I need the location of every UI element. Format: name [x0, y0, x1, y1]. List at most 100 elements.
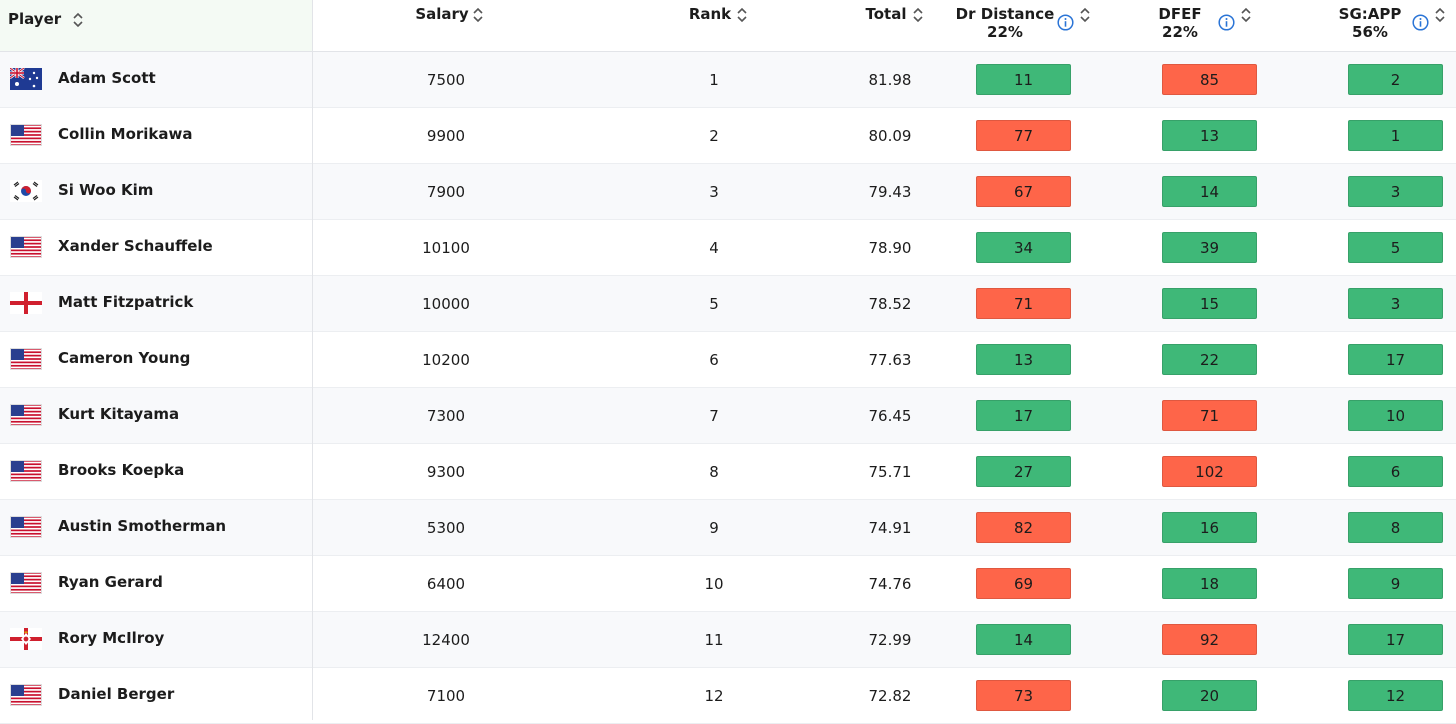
player-name[interactable]: Collin Morikawa	[58, 125, 193, 143]
stat-badge: 16	[1162, 512, 1257, 543]
player-name[interactable]: Ryan Gerard	[58, 573, 163, 591]
flag-icon	[10, 516, 42, 538]
flag-icon	[10, 292, 42, 314]
total: 75.71	[868, 463, 912, 481]
stat-badge: 15	[1162, 288, 1257, 319]
table-row: Kurt Kitayama 7300 7 76.45 17 71 10	[0, 388, 1456, 444]
table-row: Ryan Gerard 6400 10 74.76 69 18 9	[0, 556, 1456, 612]
player-name[interactable]: Rory McIlroy	[58, 629, 165, 647]
total: 74.91	[868, 519, 912, 537]
stat-badge: 20	[1162, 680, 1257, 711]
info-icon[interactable]	[1057, 14, 1074, 31]
player-name[interactable]: Brooks Koepka	[58, 461, 185, 479]
column-header[interactable]: DFEF 22%	[1140, 5, 1220, 41]
stat-badge: 27	[976, 456, 1071, 487]
stat-badge: 2	[1348, 64, 1443, 95]
player-name[interactable]: Austin Smotherman	[58, 517, 227, 535]
total: 72.82	[868, 687, 912, 705]
salary: 5300	[426, 519, 466, 537]
player-name[interactable]: Si Woo Kim	[58, 181, 154, 199]
sort-icon[interactable]	[473, 7, 483, 23]
rank: 9	[709, 519, 719, 537]
total: 74.76	[868, 575, 912, 593]
stat-badge: 39	[1162, 232, 1257, 263]
stat-badge: 13	[1162, 120, 1257, 151]
total: 80.09	[868, 127, 912, 145]
rank: 12	[704, 687, 724, 705]
sort-icon[interactable]	[1080, 7, 1090, 23]
column-weight: 22%	[1162, 23, 1198, 41]
salary: 6400	[426, 575, 466, 593]
table-row: Austin Smotherman 5300 9 74.91 82 16 8	[0, 500, 1456, 556]
player-name[interactable]: Adam Scott	[58, 69, 156, 87]
sort-icon[interactable]	[1241, 7, 1251, 23]
total: 77.63	[868, 351, 912, 369]
stat-badge: 17	[976, 400, 1071, 431]
flag-icon	[10, 348, 42, 370]
player-name[interactable]: Cameron Young	[58, 349, 191, 367]
column-divider	[312, 0, 313, 720]
salary: 12400	[422, 631, 470, 649]
flag-icon	[10, 124, 42, 146]
stat-badge: 6	[1348, 456, 1443, 487]
table-header: Player Salary Rank Total Dr Distance 22% DFEF 2…	[0, 0, 1456, 52]
stat-badge: 3	[1348, 176, 1443, 207]
flag-icon	[10, 684, 42, 706]
column-header[interactable]: Total	[846, 5, 926, 23]
player-name[interactable]: Kurt Kitayama	[58, 405, 180, 423]
salary: 7100	[426, 687, 466, 705]
stat-badge: 67	[976, 176, 1071, 207]
column-header[interactable]: Dr Distance 22%	[945, 5, 1065, 41]
flag-icon	[10, 180, 42, 202]
rank: 11	[704, 631, 724, 649]
stat-badge: 71	[976, 288, 1071, 319]
rank: 10	[704, 575, 724, 593]
stat-badge: 69	[976, 568, 1071, 599]
stat-badge: 77	[976, 120, 1071, 151]
total: 79.43	[868, 183, 912, 201]
info-icon[interactable]	[1218, 14, 1235, 31]
stat-badge: 85	[1162, 64, 1257, 95]
column-header[interactable]: Rank	[670, 5, 750, 23]
stat-badge: 73	[976, 680, 1071, 711]
total: 76.45	[868, 407, 912, 425]
sort-icon[interactable]	[737, 7, 747, 23]
column-weight: 56%	[1352, 23, 1388, 41]
total: 81.98	[868, 71, 912, 89]
total: 78.52	[868, 295, 912, 313]
flag-icon	[10, 572, 42, 594]
table-row: Collin Morikawa 9900 2 80.09 77 13 1	[0, 108, 1456, 164]
column-label: Dr Distance	[955, 5, 1055, 23]
column-header[interactable]: Player	[8, 10, 68, 28]
stat-badge: 5	[1348, 232, 1443, 263]
info-icon[interactable]	[1412, 14, 1429, 31]
stat-badge: 17	[1348, 344, 1443, 375]
stat-badge: 10	[1348, 400, 1443, 431]
salary: 10200	[422, 351, 470, 369]
column-header[interactable]: Salary	[400, 5, 484, 23]
sort-icon[interactable]	[913, 7, 923, 23]
flag-icon	[10, 460, 42, 482]
stat-badge: 92	[1162, 624, 1257, 655]
stat-badge: 102	[1162, 456, 1257, 487]
column-header[interactable]: SG:APP 56%	[1330, 5, 1410, 41]
rank: 6	[709, 351, 719, 369]
header-player-bg	[0, 0, 312, 51]
flag-icon	[10, 404, 42, 426]
sort-icon[interactable]	[73, 12, 83, 28]
rank: 2	[709, 127, 719, 145]
table-row: Adam Scott 7500 1 81.98 11 85 2	[0, 52, 1456, 108]
flag-icon	[10, 68, 42, 90]
player-name[interactable]: Daniel Berger	[58, 685, 175, 703]
column-label: Player	[8, 10, 62, 28]
column-weight: 22%	[987, 23, 1023, 41]
stat-badge: 22	[1162, 344, 1257, 375]
player-name[interactable]: Xander Schauffele	[58, 237, 213, 255]
column-label: DFEF	[1158, 5, 1202, 23]
rank: 8	[709, 463, 719, 481]
column-label: Salary	[415, 5, 469, 23]
sort-icon[interactable]	[1435, 7, 1445, 23]
table-row: Xander Schauffele 10100 4 78.90 34 39 5	[0, 220, 1456, 276]
player-name[interactable]: Matt Fitzpatrick	[58, 293, 194, 311]
